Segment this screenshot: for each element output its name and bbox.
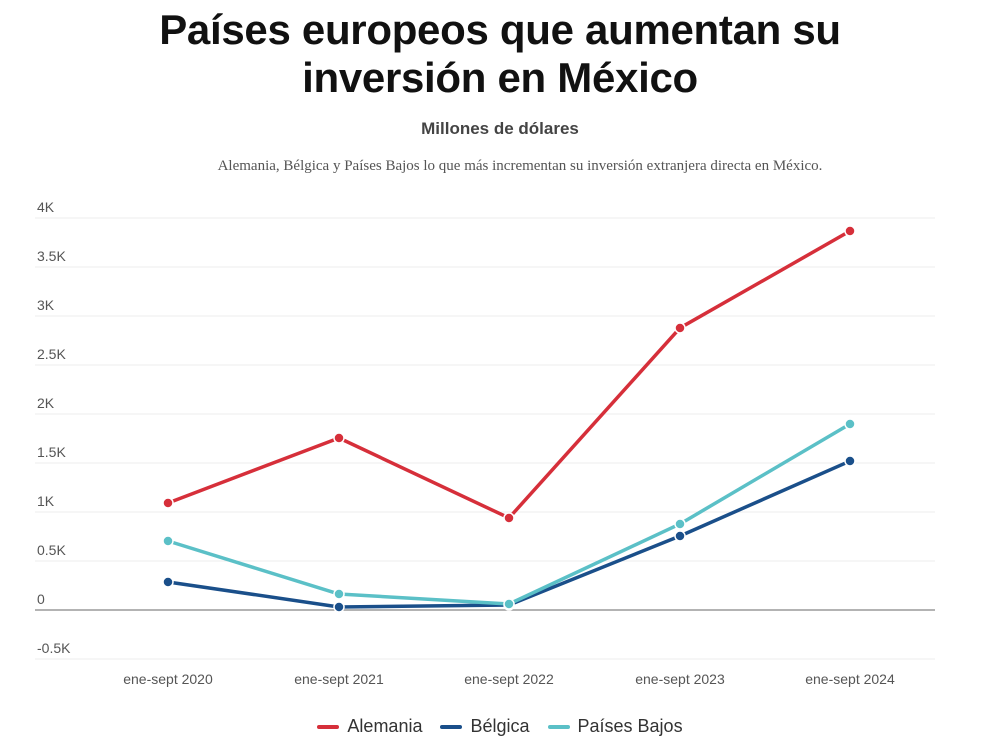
series-alemania [162,225,856,524]
y-axis-ticks: -0.5K 0 0.5K 1K 1.5K 2K 2.5K 3K 3.5K 4K [37,199,71,656]
chart-title-line-1: Países europeos que aumentan su [159,6,841,53]
x-tick-label: ene-sept 2021 [294,671,384,687]
data-point[interactable] [333,432,345,444]
y-tick-label: 4K [37,199,55,215]
data-point[interactable] [162,497,174,509]
data-point[interactable] [674,322,686,334]
y-tick-label: -0.5K [37,640,71,656]
legend-swatch [440,724,463,729]
chart-description: Alemania, Bélgica y Países Bajos lo que … [217,158,823,174]
series-line [167,229,851,520]
data-point[interactable] [844,418,856,430]
x-axis-ticks: ene-sept 2020 ene-sept 2021 ene-sept 2022 e… [123,671,895,687]
series-bélgica [162,455,856,613]
legend-item[interactable]: Alemania [317,716,422,737]
grid-lines [35,217,935,660]
series-lines [162,225,856,613]
legend: Alemania Bélgica Países Bajos [0,716,1000,737]
data-point[interactable] [674,518,686,530]
data-point[interactable] [674,530,686,542]
chart-subtitle: Millones de dólares [421,119,579,138]
data-point[interactable] [844,455,856,467]
legend-label: Países Bajos [577,716,683,736]
data-point[interactable] [503,512,515,524]
data-point[interactable] [333,588,345,600]
legend-label: Alemania [347,716,423,736]
y-tick-label: 3K [37,297,55,313]
x-tick-label: ene-sept 2020 [123,671,213,687]
chart-title: Países europeos que aumentan su inversió… [0,6,1000,102]
x-tick-label: ene-sept 2022 [464,671,554,687]
data-point[interactable] [162,576,174,588]
data-point[interactable] [844,225,856,237]
y-tick-label: 3.5K [37,248,66,264]
y-tick-label: 2.5K [37,346,66,362]
data-point[interactable] [162,535,174,547]
data-point[interactable] [503,598,515,610]
x-tick-label: ene-sept 2024 [805,671,895,687]
series-países-bajos [162,418,856,610]
legend-swatch [317,724,340,729]
y-tick-label: 1.5K [37,444,66,460]
x-tick-label: ene-sept 2023 [635,671,725,687]
y-tick-label: 0 [37,591,45,607]
legend-item[interactable]: Países Bajos [547,716,683,737]
y-tick-label: 1K [37,493,55,509]
y-tick-label: 0.5K [37,542,66,558]
legend-swatch [547,724,570,729]
chart-title-line-2: inversión en México [302,54,698,101]
legend-label: Bélgica [470,716,530,736]
data-point[interactable] [333,601,345,613]
y-tick-label: 2K [37,395,55,411]
legend-item[interactable]: Bélgica [440,716,530,737]
